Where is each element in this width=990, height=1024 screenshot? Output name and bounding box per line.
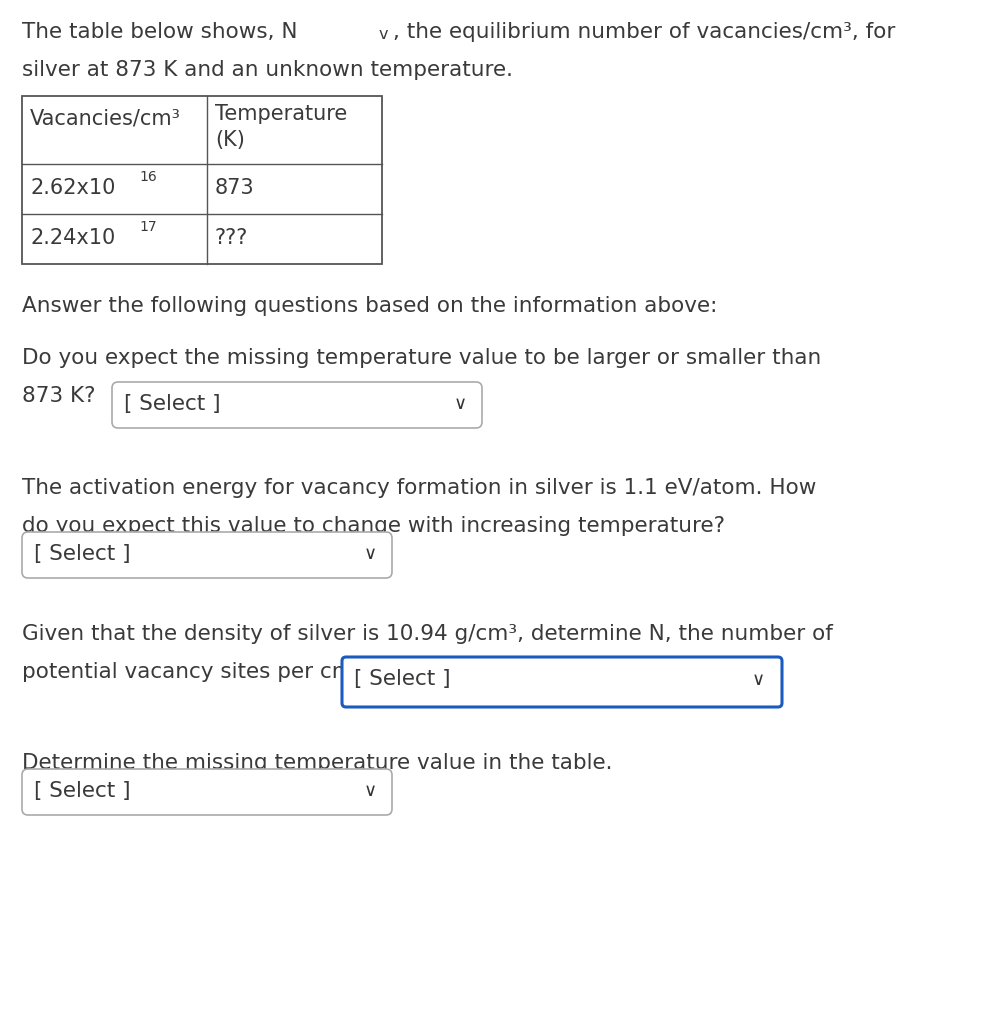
Text: Do you expect the missing temperature value to be larger or smaller than: Do you expect the missing temperature va… [22,348,822,368]
Text: v: v [379,27,388,42]
Text: Answer the following questions based on the information above:: Answer the following questions based on … [22,296,718,316]
Text: ∨: ∨ [364,782,377,800]
Text: Vacancies/cm³: Vacancies/cm³ [30,108,181,128]
Text: The table below shows, N: The table below shows, N [22,22,298,42]
FancyBboxPatch shape [112,382,482,428]
Text: , the equilibrium number of vacancies/cm³, for: , the equilibrium number of vacancies/cm… [393,22,895,42]
Text: 2.62x10: 2.62x10 [30,178,116,198]
Text: 873: 873 [215,178,254,198]
Text: silver at 873 K and an unknown temperature.: silver at 873 K and an unknown temperatu… [22,60,513,80]
Text: 873 K?: 873 K? [22,386,95,406]
Text: ∨: ∨ [364,545,377,563]
Text: 2.24x10: 2.24x10 [30,228,115,248]
Text: [ Select ]: [ Select ] [34,544,131,564]
Text: Temperature: Temperature [215,104,347,124]
Text: [ Select ]: [ Select ] [34,781,131,801]
Text: potential vacancy sites per cm³.: potential vacancy sites per cm³. [22,662,368,682]
Text: [ Select ]: [ Select ] [354,669,450,689]
Text: Determine the missing temperature value in the table.: Determine the missing temperature value … [22,753,613,773]
Text: Given that the density of silver is 10.94 g/cm³, determine N, the number of: Given that the density of silver is 10.9… [22,624,833,644]
FancyBboxPatch shape [342,657,782,707]
FancyBboxPatch shape [22,532,392,578]
Text: 17: 17 [139,220,156,234]
Text: do you expect this value to change with increasing temperature?: do you expect this value to change with … [22,516,725,536]
Text: ∨: ∨ [752,671,765,689]
Text: (K): (K) [215,130,245,150]
Text: The activation energy for vacancy formation in silver is 1.1 eV/atom. How: The activation energy for vacancy format… [22,478,817,498]
Text: [ Select ]: [ Select ] [124,394,221,414]
Text: 16: 16 [139,170,156,184]
FancyBboxPatch shape [22,769,392,815]
Text: ∨: ∨ [454,395,467,413]
Text: ???: ??? [215,228,248,248]
